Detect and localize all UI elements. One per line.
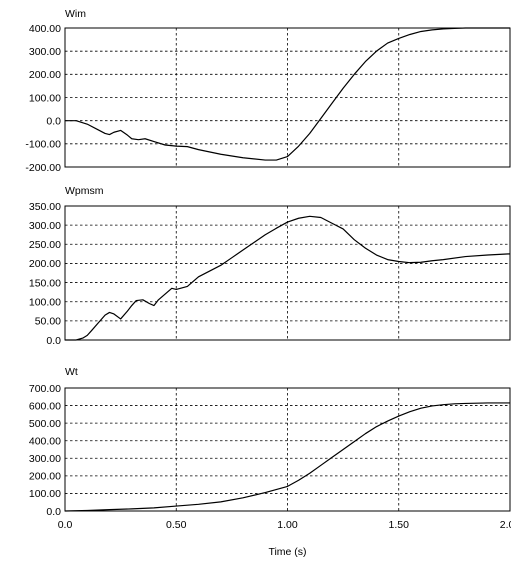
x-tick-label: 2.00: [500, 519, 511, 531]
series-line: [64, 402, 510, 512]
y-tick-label: 200.00: [29, 258, 61, 270]
series-line: [65, 215, 511, 341]
y-tick-label: 100.00: [29, 92, 61, 104]
y-tick-label: 300.00: [29, 46, 61, 58]
x-tick-label: 1.00: [277, 519, 298, 531]
y-tick-label: 0.0: [46, 115, 61, 127]
y-tick-label: 350.00: [29, 201, 61, 213]
y-tick-label: 50.00: [35, 316, 61, 328]
y-tick-label: 200.00: [29, 69, 61, 81]
y-tick-label: 300.00: [29, 220, 61, 232]
x-tick-label: 1.50: [389, 519, 410, 531]
panel-title: Wim: [65, 8, 86, 20]
y-tick-label: 0.0: [46, 335, 61, 347]
panel-1: Wim 400.00 300.00 200.00 100.00 0.0 -100.00 -20…: [25, 8, 511, 174]
panel-title: Wt: [65, 366, 78, 378]
panel-3: Wt 700.00 600.00 500.00 400.00 300.00 200.00 10…: [29, 366, 511, 558]
y-tick-label: 400.00: [29, 23, 61, 35]
y-tick-label: 500.00: [29, 418, 61, 430]
x-axis-label: Time (s): [268, 546, 306, 558]
panel-title: Wpmsm: [65, 185, 104, 197]
y-tick-label: 250.00: [29, 239, 61, 251]
y-tick-label: 100.00: [29, 297, 61, 309]
y-tick-label: 100.00: [29, 488, 61, 500]
y-tick-label: 600.00: [29, 400, 61, 412]
x-tick-label: 0.0: [58, 519, 73, 531]
y-tick-label: 700.00: [29, 383, 61, 395]
x-tick-label: 0.50: [166, 519, 187, 531]
y-tick-label: -100.00: [25, 139, 61, 151]
y-tick-label: 0.0: [46, 506, 61, 518]
y-tick-label: 400.00: [29, 436, 61, 448]
series-line: [65, 27, 510, 161]
y-tick-label: 200.00: [29, 471, 61, 483]
y-tick-label: 150.00: [29, 277, 61, 289]
y-tick-label: 300.00: [29, 453, 61, 465]
y-tick-label: -200.00: [25, 162, 61, 174]
panel-2: Wpmsm 350.00 300.00 250.00 200.00 150.00 100.0…: [29, 185, 511, 347]
